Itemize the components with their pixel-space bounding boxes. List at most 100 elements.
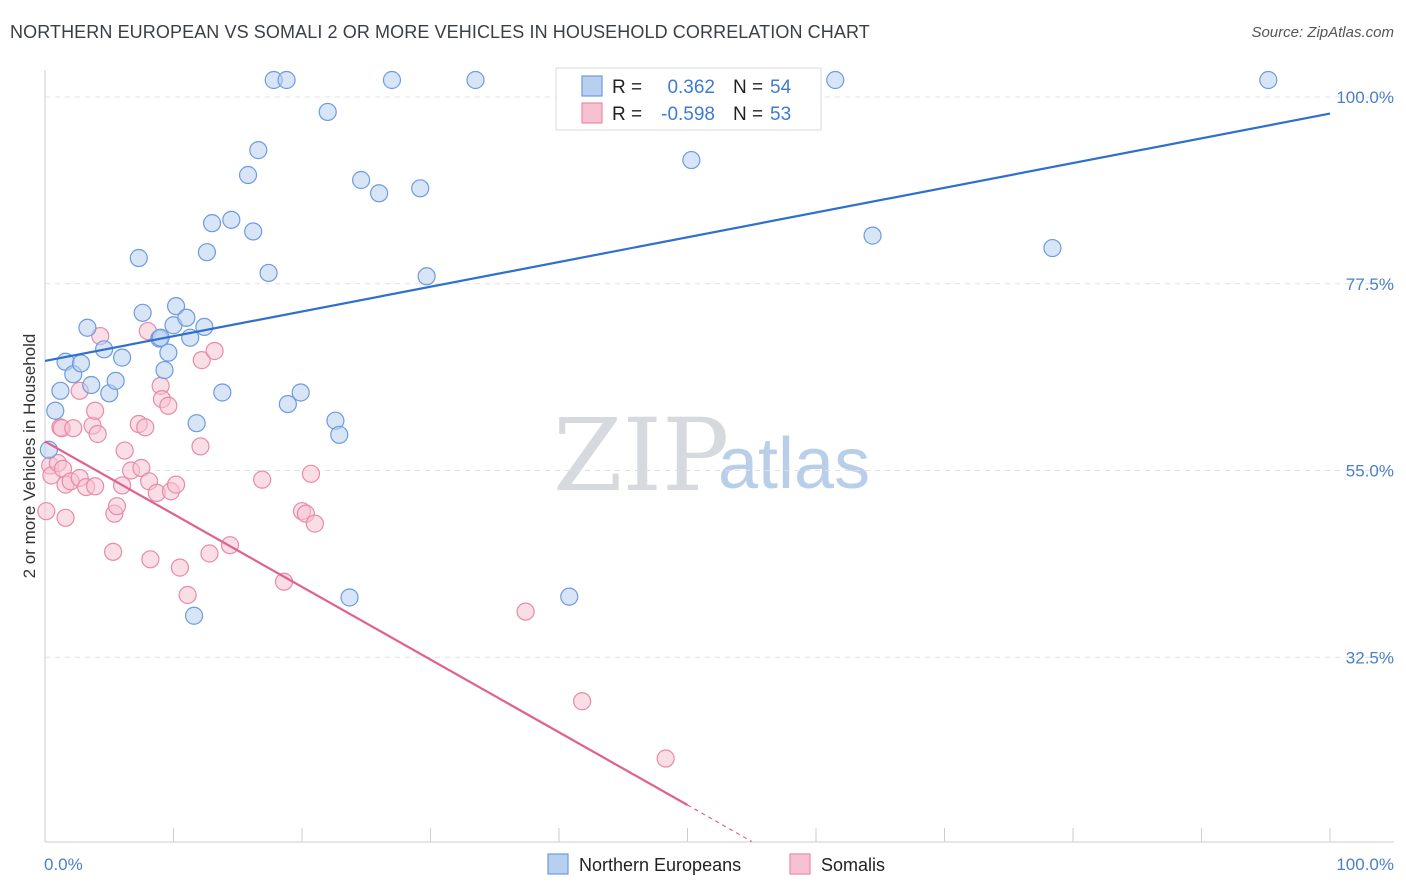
somalis-point xyxy=(573,692,592,711)
legend-n-value: 53 xyxy=(770,104,791,125)
x-tick-label-right: 100.0% xyxy=(1336,855,1394,874)
northern-europeans-point xyxy=(238,165,258,185)
somalis-point xyxy=(141,550,160,569)
somalis-point xyxy=(301,464,321,483)
northern-europeans-point xyxy=(71,354,91,373)
somalis-point xyxy=(88,424,107,444)
northern-europeans-point xyxy=(259,263,278,283)
somalis-trend-line xyxy=(44,440,689,806)
somalis-point xyxy=(170,558,190,577)
northern-europeans-point xyxy=(202,214,222,233)
somalis-point xyxy=(516,602,535,621)
legend-swatch-pink xyxy=(581,102,603,124)
watermark-zip: ZIP xyxy=(553,397,729,514)
somalis-point xyxy=(200,544,219,563)
northern-europeans-point xyxy=(826,70,845,90)
y-tick-label: 32.5% xyxy=(1346,648,1394,667)
legend-r-value: 0.362 xyxy=(667,77,715,98)
northern-europeans-point xyxy=(106,371,125,390)
somalis-point xyxy=(104,542,123,561)
somalis-point xyxy=(191,437,210,456)
legend-r-label: R = xyxy=(612,104,642,125)
northern-europeans-point xyxy=(177,308,196,327)
x-tick-label-left: 0.0% xyxy=(44,855,83,874)
northern-europeans-point xyxy=(370,184,389,203)
northern-europeans-point xyxy=(277,70,296,90)
northern-europeans-point xyxy=(222,210,241,229)
legend-n-value: 54 xyxy=(770,77,792,98)
northern-europeans-point xyxy=(78,318,97,337)
y-tick-labels: 100.0% 77.5% 55.0% 32.5% xyxy=(1336,88,1394,667)
northern-europeans-point xyxy=(411,179,430,198)
legend-r-label: R = xyxy=(612,77,642,98)
northern-europeans-point xyxy=(249,141,268,160)
somalis-point xyxy=(166,475,186,494)
somalis-point xyxy=(192,351,211,370)
northern-europeans-point xyxy=(340,588,359,607)
series-legend: Northern Europeans Somalis xyxy=(547,853,885,875)
northern-europeans-point xyxy=(82,375,101,395)
watermark-atlas: atlas xyxy=(718,424,870,504)
somalis-point xyxy=(136,418,155,437)
northern-europeans-point xyxy=(352,170,371,190)
somalis-point xyxy=(159,396,178,415)
northern-europeans-point xyxy=(244,222,263,241)
somalis-point xyxy=(253,470,272,489)
northern-europeans-point xyxy=(112,348,132,367)
series-legend-swatch-northern-europeans xyxy=(547,853,569,875)
northern-europeans-point xyxy=(197,243,217,262)
y-tick-label: 55.0% xyxy=(1346,462,1394,481)
watermark: ZIP atlas xyxy=(553,397,870,514)
y-tick-label: 77.5% xyxy=(1346,275,1394,294)
series-legend-label-northern-europeans: Northern Europeans xyxy=(579,855,741,875)
northern-europeans-point xyxy=(129,248,148,268)
northern-europeans-point xyxy=(682,150,701,170)
somalis-point xyxy=(107,497,127,516)
northern-europeans-point xyxy=(213,383,232,402)
somalis-point xyxy=(56,508,75,527)
northern-europeans-point xyxy=(417,267,436,286)
somalis-point xyxy=(305,514,324,533)
series-legend-label-somalis: Somalis xyxy=(821,855,885,875)
northern-europeans-point xyxy=(46,401,65,420)
legend-swatch-blue xyxy=(581,75,603,97)
stats-legend: R = 0.362 N = 54 R = -0.598 N = 53 xyxy=(555,67,822,131)
northern-europeans-point xyxy=(330,425,349,444)
northern-europeans-point xyxy=(159,343,178,362)
northern-europeans-point xyxy=(318,102,337,122)
northern-europeans-point xyxy=(1259,70,1278,90)
somalis-point xyxy=(205,341,224,361)
northern-europeans-point xyxy=(155,360,174,380)
y-axis-label: 2 or more Vehicles in Household xyxy=(20,334,39,579)
northern-europeans-trend-line xyxy=(44,112,1331,363)
northern-europeans-point xyxy=(187,414,206,433)
somalis-trend-extension xyxy=(687,804,753,843)
trend-lines xyxy=(44,112,1331,843)
northern-europeans-point xyxy=(863,226,882,245)
northern-europeans-point xyxy=(51,381,70,400)
somalis-points xyxy=(37,321,675,768)
northern-europeans-point xyxy=(291,383,310,402)
northern-europeans-point xyxy=(382,70,402,90)
source-credit: Source: ZipAtlas.com xyxy=(1251,24,1394,41)
series-legend-swatch-somalis xyxy=(789,853,811,875)
x-axis-ticks xyxy=(44,828,1331,842)
chart-title: NORTHERN EUROPEAN VS SOMALI 2 OR MORE VE… xyxy=(10,22,870,42)
northern-europeans-point xyxy=(166,297,186,316)
northern-europeans-point xyxy=(133,303,152,322)
somalis-point xyxy=(86,477,105,496)
northern-europeans-point xyxy=(195,317,214,337)
northern-europeans-points xyxy=(39,70,1278,625)
somalis-point xyxy=(656,749,675,768)
northern-europeans-point xyxy=(1043,238,1062,258)
legend-r-value: -0.598 xyxy=(661,104,715,125)
somalis-point xyxy=(178,585,197,605)
legend-n-label: N = xyxy=(733,104,763,125)
somalis-point xyxy=(115,441,134,460)
northern-europeans-point xyxy=(184,606,204,625)
somalis-point xyxy=(37,502,56,521)
y-tick-label: 100.0% xyxy=(1336,88,1394,107)
northern-europeans-point xyxy=(278,395,297,414)
legend-n-label: N = xyxy=(733,77,763,98)
